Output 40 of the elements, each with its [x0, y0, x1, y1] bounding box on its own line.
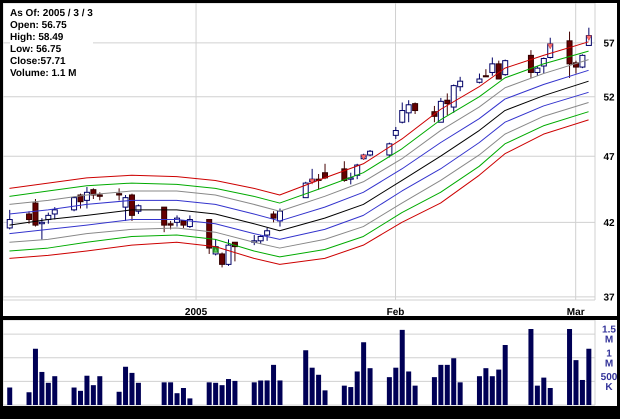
candlestick: [502, 59, 508, 76]
candlestick: [264, 227, 270, 242]
annotation: Close:57.71: [10, 56, 67, 68]
candlestick: [489, 56, 496, 76]
x-tick-label: 2005: [184, 307, 208, 318]
candlestick: [579, 54, 586, 69]
candlestick: [122, 194, 129, 222]
y-tick-label: 57: [603, 38, 615, 50]
candlestick: [71, 196, 78, 212]
candlestick: [84, 186, 90, 209]
candlestick: [322, 163, 328, 180]
candlestick: [412, 102, 418, 115]
y-tick-label: 42: [603, 218, 615, 229]
annotation: Open: 56.75: [10, 20, 68, 32]
candlestick: [496, 60, 502, 80]
y-tick-label: 500 K: [600, 372, 618, 393]
candlestick: [444, 92, 450, 116]
annotation: High: 58.49: [10, 32, 64, 44]
candlestick: [476, 73, 482, 84]
candlestick: [52, 206, 58, 220]
candlestick: [6, 209, 13, 230]
annotation: Low: 56.75: [10, 44, 62, 56]
candlestick: [540, 56, 547, 74]
y-tick-label: 37: [603, 292, 615, 304]
annotation: Volume: 1.1 M: [10, 68, 78, 80]
candlestick: [116, 188, 122, 201]
x-tick-label: Feb: [386, 307, 404, 318]
candlestick: [392, 126, 399, 140]
candlestick: [128, 193, 135, 222]
bar: [7, 388, 12, 405]
candlestick: [270, 210, 277, 223]
y-tick-label: 1.5 M: [602, 324, 616, 346]
candlestick: [219, 252, 226, 268]
y-tick-label: 52: [603, 92, 615, 104]
candlestick: [534, 65, 540, 76]
y-tick-label: 1 M: [604, 348, 614, 370]
x-tick-label: Mar: [566, 307, 585, 318]
annotation: As Of: 2005 / 3 / 3: [10, 8, 93, 20]
candlestick: [226, 238, 232, 266]
y-tick-label: 47: [603, 152, 615, 163]
